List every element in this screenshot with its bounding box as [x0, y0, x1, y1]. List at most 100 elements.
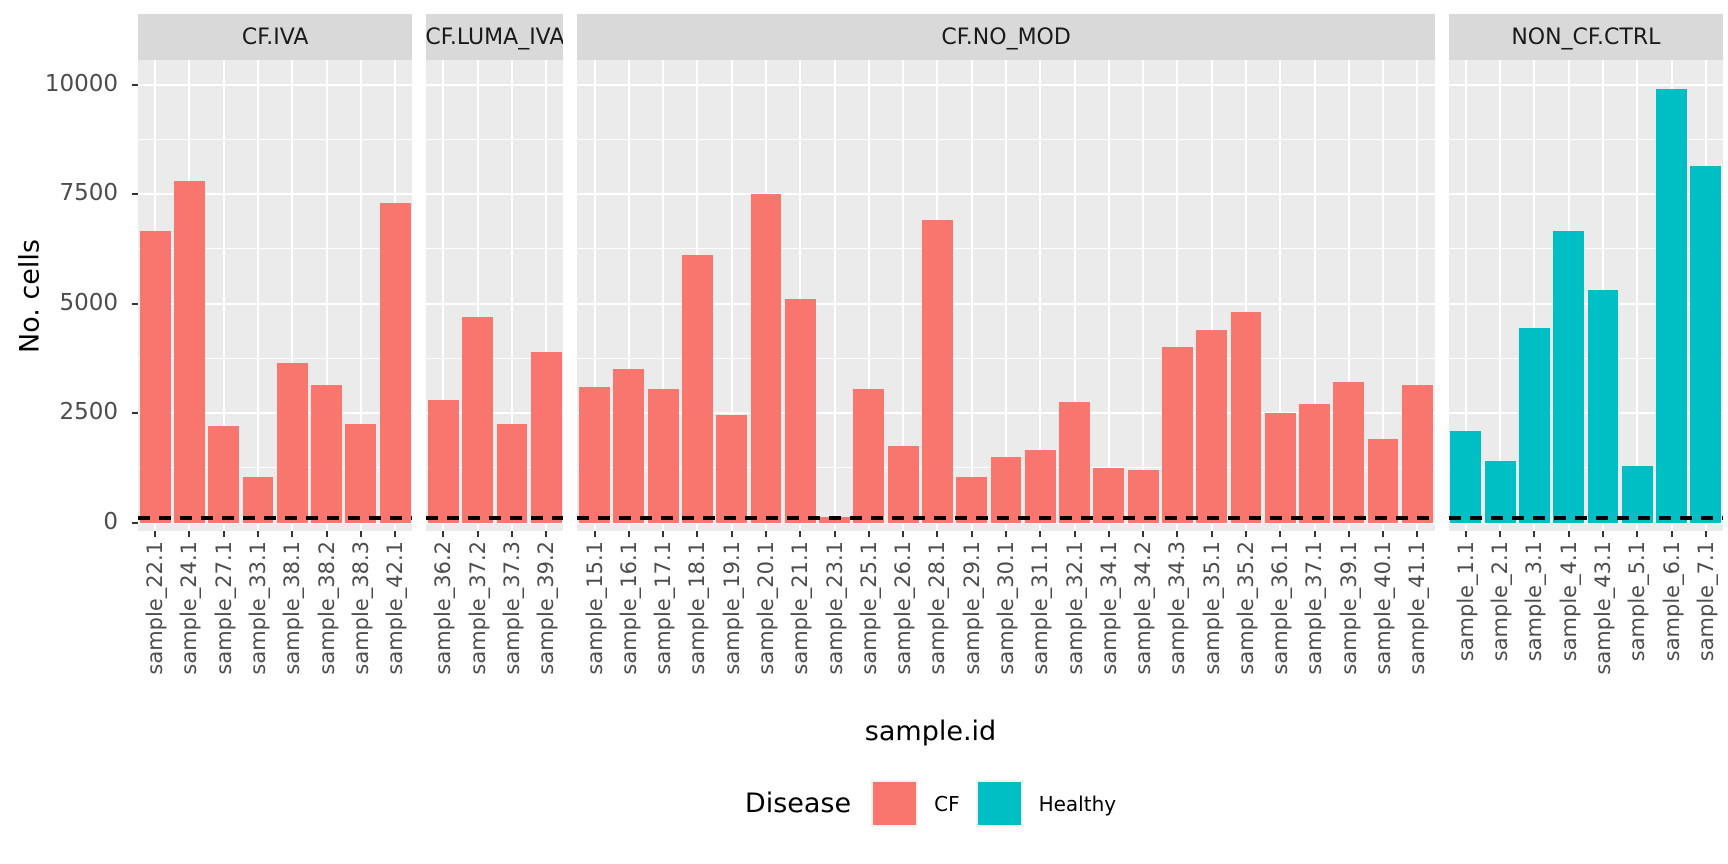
x-tick-row [138, 531, 412, 537]
slot-sample_3.1 [1517, 60, 1551, 531]
slot-sample_27.1 [207, 60, 241, 531]
legend-title: Disease [744, 788, 852, 819]
x-tick-mark [476, 531, 479, 537]
x-label-slot: sample_40.1 [1366, 537, 1400, 717]
x-tick-mark [545, 531, 548, 537]
gridline-minor [1448, 467, 1723, 469]
x-tick-label: sample_31.1 [1028, 541, 1053, 675]
x-axis-title: sample.id [864, 716, 997, 747]
x-tick-label: sample_38.1 [280, 541, 305, 675]
bar-sample_25.1 [853, 388, 885, 523]
slot-sample_25.1 [852, 60, 886, 531]
x-label-slot: sample_23.1 [817, 537, 851, 717]
bar-sample_24.1 [174, 180, 205, 523]
slot-sample_37.1 [1297, 60, 1331, 531]
bar-sample_2.1 [1484, 461, 1516, 523]
x-tick-slot [783, 531, 817, 537]
bar-sample_19.1 [716, 415, 748, 523]
x-label-slot: sample_20.1 [749, 537, 783, 717]
x-tick-label: sample_34.1 [1096, 541, 1121, 675]
x-label-slot: sample_6.1 [1654, 537, 1688, 717]
gridline-minor [1448, 138, 1723, 140]
x-tick-slot [1160, 531, 1194, 537]
x-tick-mark [936, 531, 939, 537]
x-label-slot: sample_17.1 [646, 537, 680, 717]
slot-sample_30.1 [989, 60, 1023, 531]
vertical-gridline [291, 60, 294, 531]
bar-sample_38.3 [345, 423, 377, 523]
x-tick-label: sample_15.1 [582, 541, 607, 675]
panel [138, 60, 413, 531]
gridline-major [1448, 83, 1723, 86]
x-tick-mark [1039, 531, 1042, 537]
bar-sample_34.1 [1093, 467, 1125, 523]
x-label-row: sample_1.1 sample_2.1 sample_3.1 sample_4.1… [1449, 537, 1723, 717]
vertical-gridline [902, 60, 905, 531]
x-label-slot: sample_37.2 [461, 537, 495, 717]
bar-sample_43.1 [1587, 290, 1619, 523]
x-axis-title-row: sample.id [138, 716, 1723, 747]
x-tick-slot [852, 531, 886, 537]
gridline-major [138, 412, 413, 414]
facet-strip: NON_CF.CTRL [1448, 14, 1723, 60]
gridline-minor [138, 138, 413, 140]
bar-sample_40.1 [1367, 439, 1399, 523]
x-tick-mark [970, 531, 973, 537]
bar-sample_37.1 [1299, 404, 1330, 523]
slot-sample_33.1 [241, 60, 275, 531]
bar-slots [426, 60, 563, 531]
x-tick-slot [1517, 531, 1551, 537]
vertical-gridline [1073, 60, 1076, 531]
slot-sample_24.1 [172, 60, 206, 531]
slot-sample_19.1 [715, 60, 749, 531]
x-tick-label: sample_27.1 [211, 541, 236, 675]
x-tick-mark [627, 531, 630, 537]
bar-sample_42.1 [379, 202, 411, 523]
x-tick-slot [1552, 531, 1586, 537]
x-tick-slot [1620, 531, 1654, 537]
gridline-major [138, 521, 413, 524]
x-label-slot: sample_28.1 [920, 537, 954, 717]
x-label-slot: sample_34.1 [1092, 537, 1126, 717]
x-label-slot: sample_1.1 [1449, 537, 1483, 717]
x-label-slot: sample_35.1 [1195, 537, 1229, 717]
x-tick-slot [1449, 531, 1483, 537]
slot-sample_41.1 [1400, 60, 1434, 531]
vertical-gridline [1107, 60, 1110, 531]
x-tick-label: sample_38.2 [314, 541, 339, 675]
vertical-gridline [1533, 60, 1536, 531]
slot-sample_28.1 [920, 60, 954, 531]
x-tick-label: sample_5.1 [1625, 541, 1650, 662]
x-tick-slot [1400, 531, 1434, 537]
x-tick-slot [989, 531, 1023, 537]
x-tick-label: sample_28.1 [925, 541, 950, 675]
slot-sample_34.2 [1126, 60, 1160, 531]
bar-sample_27.1 [208, 426, 240, 523]
x-label-slot: sample_26.1 [886, 537, 920, 717]
x-tick-slot [1483, 531, 1517, 537]
x-tick-mark [1636, 531, 1639, 537]
bar-sample_33.1 [242, 476, 274, 523]
x-tick-row [426, 531, 563, 537]
vertical-gridline [1499, 60, 1502, 531]
x-tick-label: sample_34.3 [1165, 541, 1190, 675]
x-tick-slot [172, 531, 206, 537]
bar-sample_5.1 [1621, 465, 1653, 523]
x-tick-label: sample_43.1 [1591, 541, 1615, 675]
x-label-slot: sample_34.2 [1126, 537, 1160, 717]
gridline-major [138, 83, 413, 86]
x-tick-mark [325, 531, 328, 537]
bar-sample_28.1 [921, 220, 953, 523]
x-tick-slot [344, 531, 378, 537]
slot-sample_34.3 [1160, 60, 1194, 531]
slot-sample_40.1 [1366, 60, 1400, 531]
x-tick-mark [154, 531, 157, 537]
slot-sample_32.1 [1057, 60, 1091, 531]
slot-sample_6.1 [1654, 60, 1688, 531]
x-tick-slot [749, 531, 783, 537]
bar-sample_26.1 [887, 445, 919, 523]
bar-sample_16.1 [613, 369, 645, 523]
panel [426, 60, 564, 531]
x-tick-slot [680, 531, 714, 537]
x-tick-label: sample_35.1 [1199, 541, 1224, 675]
